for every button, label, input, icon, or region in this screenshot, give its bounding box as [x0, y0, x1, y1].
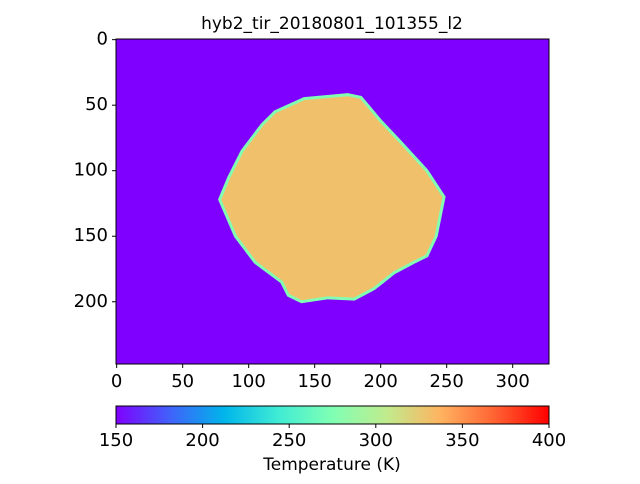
y-tick-label: 200: [74, 291, 108, 312]
colorbar-label: Temperature (K): [262, 455, 401, 475]
y-tick-label: 50: [85, 94, 108, 115]
chart-title: hyb2_tir_20180801_101355_l2: [201, 14, 463, 34]
y-tick-label: 100: [74, 160, 108, 181]
colorbar-tick-label: 400: [532, 430, 566, 451]
x-tick-label: 200: [364, 371, 398, 392]
y-tick-label: 150: [74, 225, 108, 246]
colorbar: [115, 405, 550, 425]
y-tick-label: 0: [97, 29, 108, 50]
axes-frame: [115, 38, 550, 365]
x-tick-label: 0: [111, 371, 122, 392]
image-region: [218, 93, 446, 304]
x-tick-label: 150: [297, 371, 331, 392]
colorbar-tick-label: 200: [185, 430, 219, 451]
x-tick-label: 250: [430, 371, 464, 392]
x-tick-label: 300: [496, 371, 530, 392]
x-tick-label: 100: [231, 371, 265, 392]
colorbar-tick-label: 150: [99, 430, 133, 451]
colorbar-tick-label: 300: [359, 430, 393, 451]
colorbar-tick-label: 250: [272, 430, 306, 451]
x-tick-label: 50: [171, 371, 194, 392]
colorbar-tick-label: 350: [445, 430, 479, 451]
